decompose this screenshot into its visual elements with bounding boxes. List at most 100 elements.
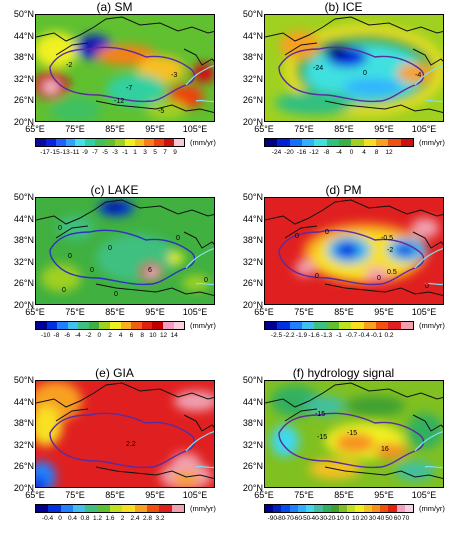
- longitude-label: 105°E: [411, 307, 437, 317]
- country-border: [36, 199, 214, 297]
- colorbar-tick-label: -11: [70, 149, 80, 156]
- colorbar-tick-label: 12: [385, 149, 393, 156]
- colorbar-tick-label: -17: [40, 149, 50, 156]
- map-field: 2.2: [35, 380, 215, 488]
- colorbar-tick-label: -3: [112, 149, 118, 156]
- colorbar-tick-label: -2.2: [283, 332, 295, 339]
- latitude-label: 50°N: [13, 375, 34, 385]
- colorbar-tick-label: 3.2: [155, 515, 165, 522]
- latitude-label: 44°N: [13, 213, 34, 224]
- colorbar-segment: [289, 139, 302, 146]
- colorbar-tick-label: -7: [92, 149, 98, 156]
- longitude-label: 85°E: [334, 490, 354, 500]
- colorbar-ticks: -24 -20 -16 -12 -8 -4 0 4 8 12: [264, 149, 414, 159]
- map-panel: (a) SM 50°N 44°N 38°N 32°N 26°N 20°N 65°E 75°E 85…: [0, 0, 229, 183]
- longitude-label: 95°E: [374, 124, 394, 134]
- colorbar-segment: [46, 322, 58, 329]
- longitude-label: 105°E: [411, 124, 437, 134]
- colorbar-ticks: -90 -80 -70 -60 -50 -40 -30 -20 -10 0 10 20 30 40 50 60…: [264, 515, 414, 525]
- field-anomaly: [105, 201, 123, 211]
- contour-label: -0.5: [381, 235, 393, 242]
- latitude-label: 44°N: [242, 396, 263, 407]
- colorbar-segment: [36, 139, 46, 146]
- colorbar-segment: [134, 505, 147, 512]
- colorbar-segment: [314, 322, 327, 329]
- colorbar-segment: [297, 505, 307, 512]
- colorbar-segment: [277, 322, 290, 329]
- map-canvas: 0 0 -0.5 -2 0 0 0.5 0: [265, 198, 443, 304]
- field-anomaly: [96, 45, 156, 65]
- colorbar-tick-label: -2: [85, 332, 92, 339]
- colorbar-segment: [314, 505, 323, 512]
- contour-label: 0: [58, 225, 62, 232]
- latitude-label: 20°N: [242, 117, 263, 127]
- panel-title: (a) SM: [96, 0, 133, 14]
- colorbar-segment: [134, 139, 145, 146]
- colorbar-segment: [347, 505, 356, 512]
- longitude-label: 85°E: [334, 307, 354, 317]
- longitude-label: 65°E: [254, 490, 274, 500]
- map-canvas: 2.2: [36, 381, 214, 487]
- colorbar-tick-label: 3: [143, 149, 147, 156]
- contour-label: 0: [315, 273, 319, 280]
- field-anomaly: [275, 91, 355, 115]
- colorbar-tick-label: -20: [284, 149, 294, 156]
- colorbar-tick-label: 60: [393, 515, 401, 522]
- longitude-label: 95°E: [374, 490, 394, 500]
- colorbar-tick-label: 14: [170, 332, 178, 339]
- colorbar-segment: [124, 139, 135, 146]
- longitude-label: 95°E: [145, 490, 165, 500]
- colorbar-segment: [109, 505, 123, 512]
- colorbar-segment: [277, 139, 290, 146]
- colorbar-segment: [131, 322, 142, 329]
- colorbar-tick-label: -50: [300, 515, 311, 522]
- colorbar-tick-label: -8: [53, 332, 60, 339]
- map-field: -15 -15 -15 16: [264, 380, 444, 488]
- contour-label: 0: [377, 275, 381, 282]
- field-anomaly: [172, 453, 200, 469]
- longitude-label: 75°E: [294, 307, 314, 317]
- colorbar-segment: [60, 505, 73, 512]
- country-border: [36, 16, 214, 114]
- latitude-label: 20°N: [13, 483, 34, 493]
- colorbar-segment: [95, 139, 106, 146]
- field-anomaly: [365, 267, 389, 281]
- colorbar-tick-label: -2.5: [270, 332, 283, 339]
- colorbar-ticks: -17 -15 -13 -11 -9 -7 -5 -3 -1 1 3 5 7 9: [35, 149, 185, 159]
- field-anomaly: [50, 96, 102, 121]
- latitude-label: 32°N: [13, 439, 34, 450]
- latitude-label: 50°N: [242, 192, 263, 202]
- colorbar-segment: [120, 322, 132, 329]
- longitude-label: 65°E: [25, 307, 45, 317]
- colorbar: [35, 321, 185, 330]
- colorbar-ticks: -2.5 -2.2 -1.9 -1.6 -1.3 -1 -0.7 -0.4 -0.1 0.2: [264, 332, 414, 342]
- colorbar-segment: [88, 322, 100, 329]
- colorbar-segment: [78, 322, 89, 329]
- colorbar-segment: [48, 505, 61, 512]
- colorbar-segment: [171, 505, 184, 512]
- map-panel: (c) LAKE 50°N 44°N 38°N 32°N 26°N 20°N 65°E 75°E…: [0, 183, 229, 366]
- colorbar-segment: [330, 505, 339, 512]
- colorbar-tick-label: -5: [102, 149, 108, 156]
- map-field: -24 0 -4: [264, 14, 444, 122]
- colorbar: [264, 138, 414, 147]
- colorbar-segment: [351, 139, 364, 146]
- contour-label: -15: [347, 430, 357, 437]
- longitude-label: 65°E: [254, 307, 274, 317]
- colorbar-unit: (mm/yr): [419, 504, 445, 513]
- colorbar-unit: (mm/yr): [190, 504, 216, 513]
- latitude-label: 38°N: [13, 418, 34, 429]
- colorbar-segment: [289, 505, 298, 512]
- colorbar-segment: [99, 322, 111, 329]
- colorbar-tick-label: 0.2: [384, 332, 394, 339]
- colorbar-segment: [97, 505, 110, 512]
- colorbar-tick-label: -1.9: [295, 332, 308, 339]
- field-anomaly: [43, 81, 59, 93]
- latitude-label: 44°N: [242, 30, 263, 41]
- colorbar-segment: [388, 505, 397, 512]
- colorbar-segment: [55, 139, 66, 146]
- colorbar-segment: [72, 505, 86, 512]
- colorbar-segment: [338, 505, 348, 512]
- latitude-label: 44°N: [13, 396, 34, 407]
- colorbar-segment: [363, 322, 376, 329]
